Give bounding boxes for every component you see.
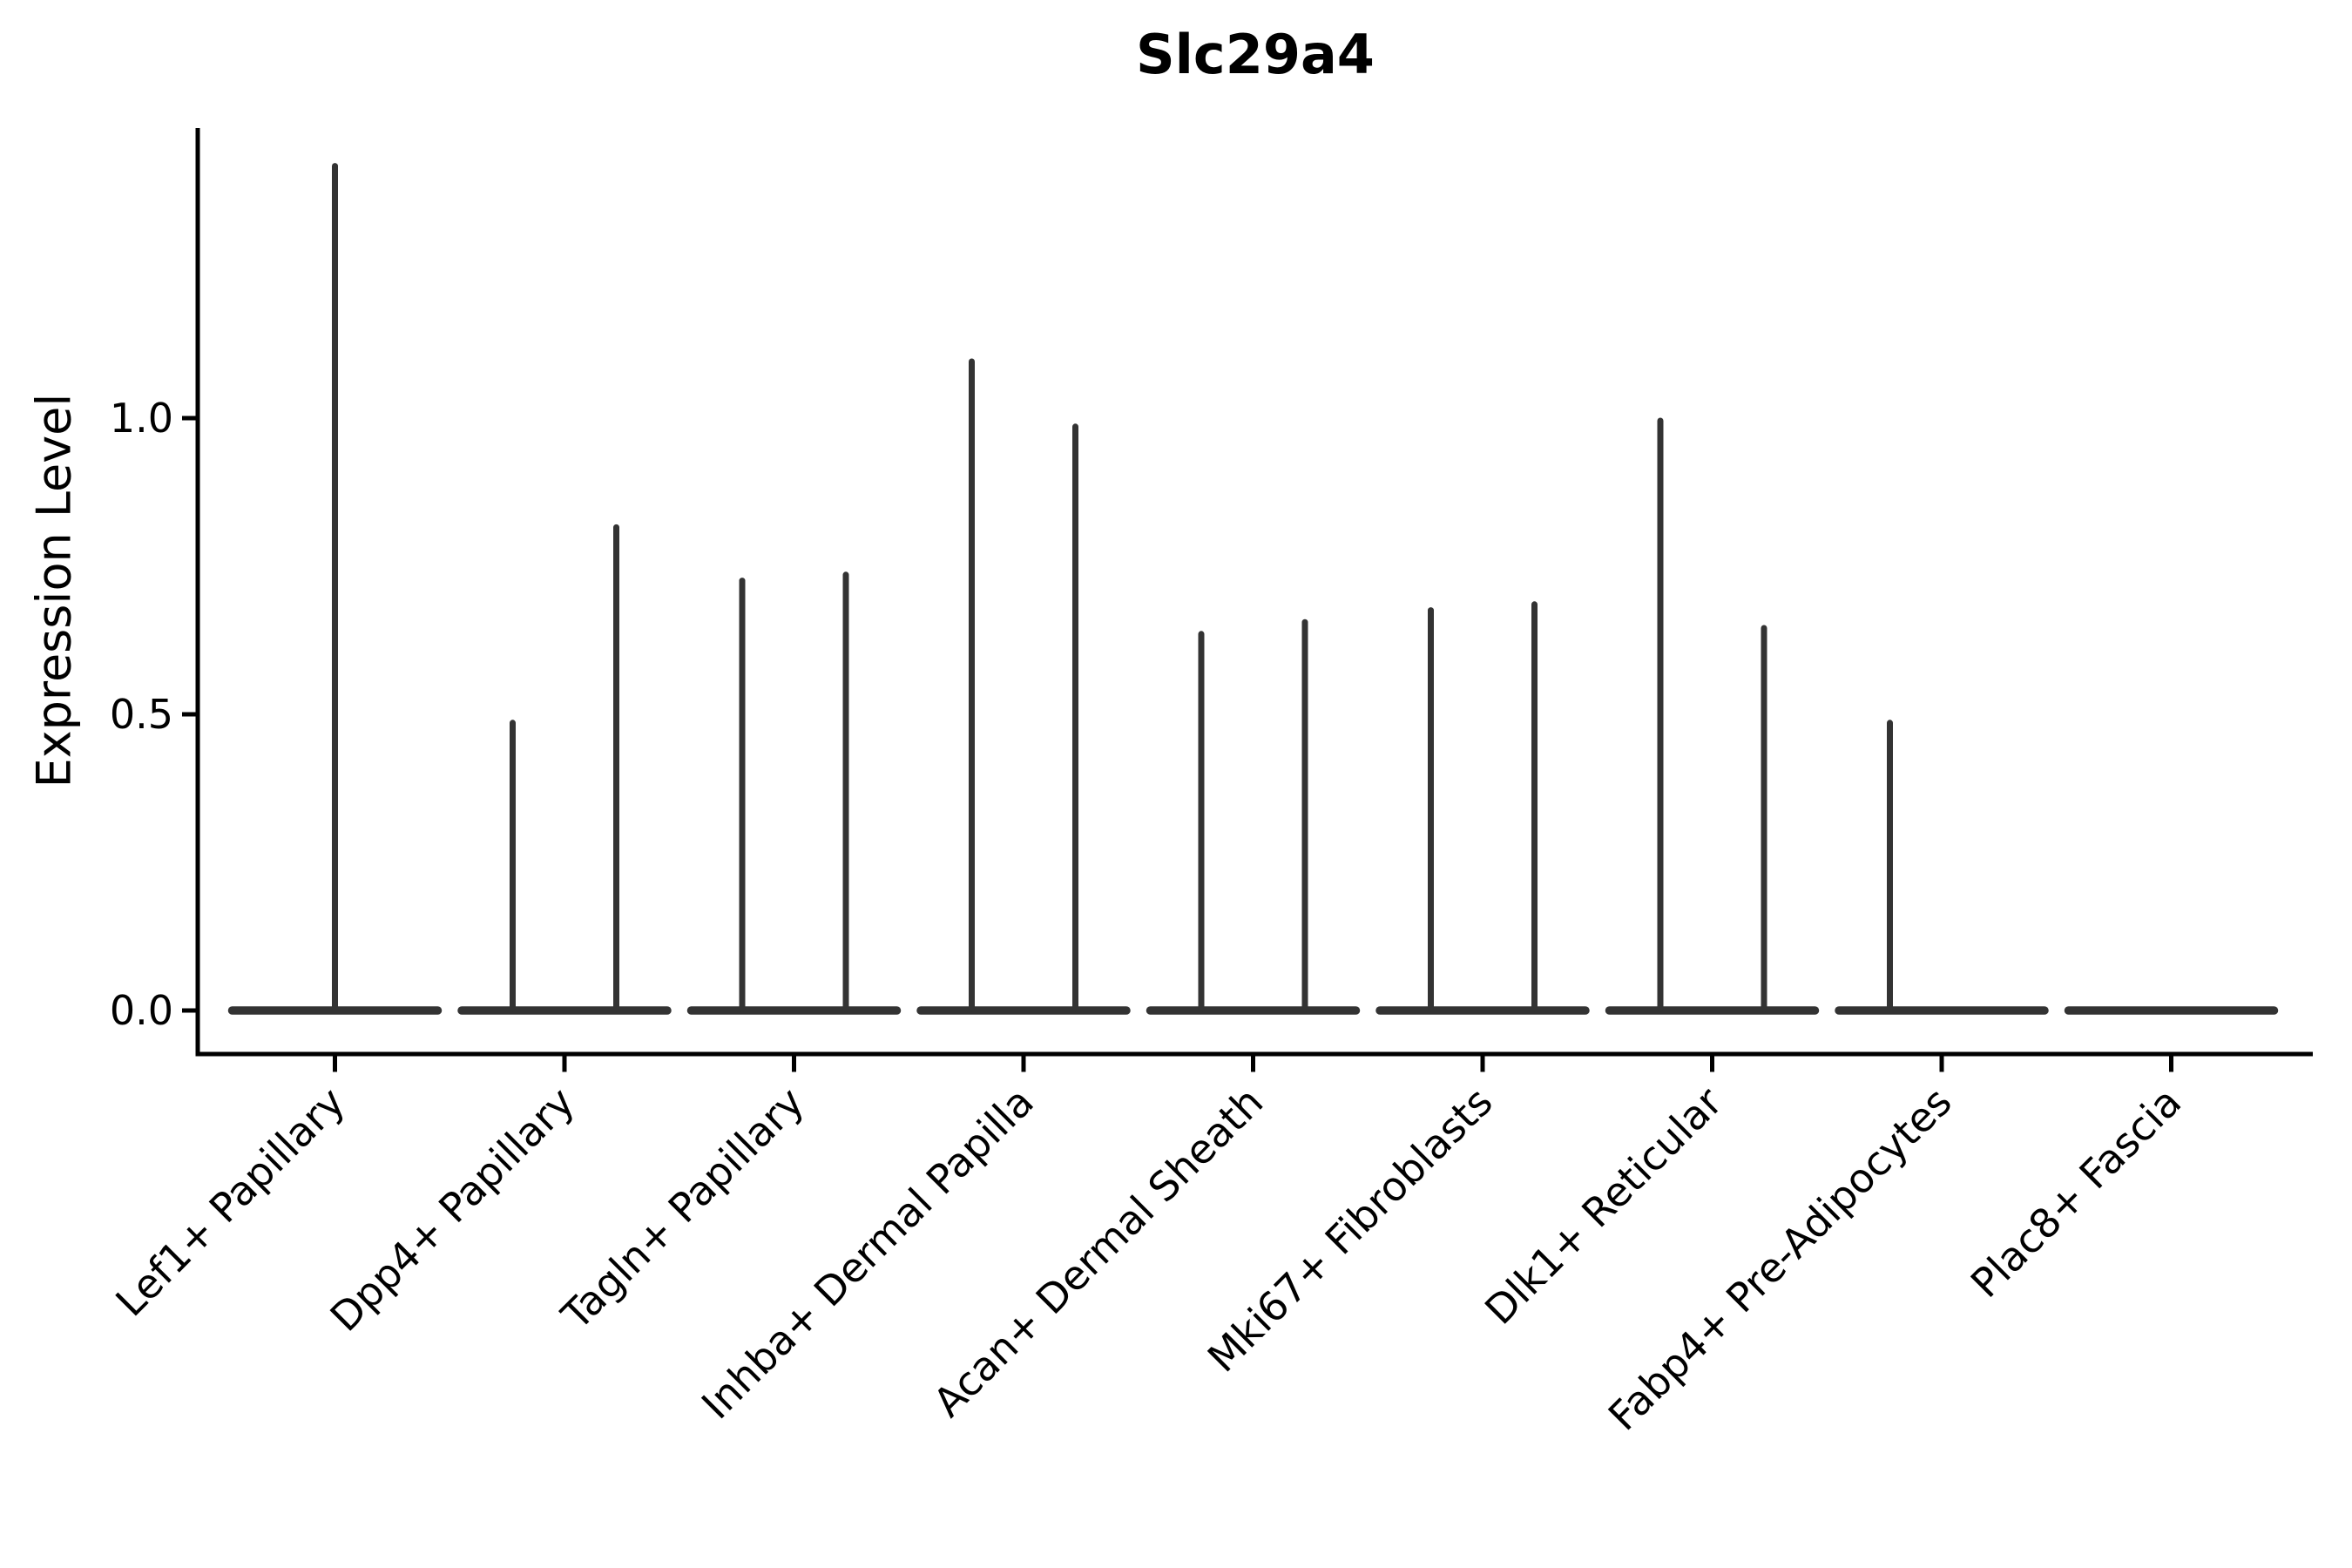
x-tick-label: Tagln+ Papillary (552, 1078, 814, 1340)
y-tick-label: 0.0 (110, 987, 173, 1034)
x-tick-label: Plac8+ Fascia (1962, 1078, 2190, 1307)
y-tick-label: 1.0 (110, 395, 173, 442)
x-tick-label: Dlk1+ Reticular (1476, 1078, 1731, 1334)
x-tick-label: Lef1+ Papillary (106, 1078, 354, 1326)
chart-title: Slc29a4 (1136, 23, 1375, 86)
y-tick-label: 0.5 (110, 691, 173, 738)
x-tick-label: Dpp4+ Papillary (321, 1078, 584, 1341)
